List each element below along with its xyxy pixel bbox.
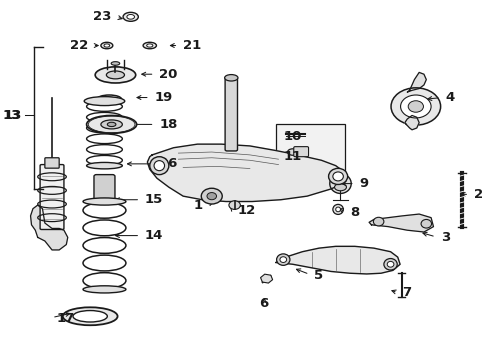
Ellipse shape xyxy=(86,123,122,133)
Ellipse shape xyxy=(84,96,124,105)
Ellipse shape xyxy=(386,261,393,267)
FancyBboxPatch shape xyxy=(40,165,64,229)
Text: 9: 9 xyxy=(359,177,368,190)
Ellipse shape xyxy=(143,42,156,49)
Text: 1: 1 xyxy=(193,199,202,212)
Text: 22: 22 xyxy=(69,39,88,52)
Polygon shape xyxy=(147,144,345,202)
Circle shape xyxy=(407,101,423,112)
Ellipse shape xyxy=(86,116,136,134)
Text: 20: 20 xyxy=(159,68,177,81)
Ellipse shape xyxy=(123,12,138,21)
Circle shape xyxy=(400,95,430,118)
Ellipse shape xyxy=(335,207,340,212)
Text: 14: 14 xyxy=(145,229,163,242)
FancyBboxPatch shape xyxy=(224,78,237,151)
Ellipse shape xyxy=(149,157,168,175)
Ellipse shape xyxy=(126,14,134,19)
Ellipse shape xyxy=(83,255,126,271)
Text: 12: 12 xyxy=(238,204,256,217)
Text: 18: 18 xyxy=(159,118,177,131)
Ellipse shape xyxy=(83,286,126,293)
Ellipse shape xyxy=(101,42,113,49)
Circle shape xyxy=(390,88,440,125)
Text: 4: 4 xyxy=(445,91,454,104)
Ellipse shape xyxy=(83,220,126,236)
Ellipse shape xyxy=(86,112,122,122)
Text: 2: 2 xyxy=(473,188,482,201)
Ellipse shape xyxy=(86,134,122,144)
Polygon shape xyxy=(276,246,399,274)
Ellipse shape xyxy=(146,44,153,47)
Ellipse shape xyxy=(103,97,115,102)
FancyBboxPatch shape xyxy=(94,175,115,200)
Ellipse shape xyxy=(111,62,120,65)
Ellipse shape xyxy=(83,273,126,288)
Ellipse shape xyxy=(287,149,298,155)
Text: 6: 6 xyxy=(259,297,268,310)
Ellipse shape xyxy=(62,307,117,325)
Text: 17: 17 xyxy=(57,311,75,325)
Ellipse shape xyxy=(420,220,431,228)
Ellipse shape xyxy=(329,174,350,193)
Ellipse shape xyxy=(83,202,126,218)
Ellipse shape xyxy=(373,217,383,226)
Ellipse shape xyxy=(101,120,122,129)
Polygon shape xyxy=(31,205,68,250)
Text: 8: 8 xyxy=(349,206,359,219)
Polygon shape xyxy=(407,72,426,92)
FancyBboxPatch shape xyxy=(276,125,345,171)
FancyBboxPatch shape xyxy=(293,147,308,157)
Ellipse shape xyxy=(106,71,124,79)
Ellipse shape xyxy=(73,311,107,322)
Text: 16: 16 xyxy=(159,157,177,170)
Text: 7: 7 xyxy=(402,287,411,300)
Text: 21: 21 xyxy=(183,39,201,52)
Ellipse shape xyxy=(332,204,343,215)
Ellipse shape xyxy=(86,145,122,154)
Circle shape xyxy=(228,201,240,210)
Ellipse shape xyxy=(104,44,109,47)
Text: 13: 13 xyxy=(3,109,22,122)
Polygon shape xyxy=(368,214,432,232)
Text: 23: 23 xyxy=(93,10,111,23)
Text: 15: 15 xyxy=(145,193,163,206)
Circle shape xyxy=(206,193,216,200)
Ellipse shape xyxy=(86,102,122,111)
Text: 10: 10 xyxy=(283,130,301,144)
Ellipse shape xyxy=(97,95,122,104)
Ellipse shape xyxy=(86,162,122,169)
Polygon shape xyxy=(404,116,418,130)
Text: 11: 11 xyxy=(283,150,301,163)
Ellipse shape xyxy=(334,184,346,191)
Circle shape xyxy=(201,188,222,204)
Text: 3: 3 xyxy=(440,231,449,244)
Ellipse shape xyxy=(328,168,347,184)
Text: 5: 5 xyxy=(314,269,323,282)
Ellipse shape xyxy=(279,257,286,262)
Ellipse shape xyxy=(107,122,116,127)
Ellipse shape xyxy=(224,75,238,81)
Ellipse shape xyxy=(95,67,136,83)
Text: 13: 13 xyxy=(2,109,21,122)
Ellipse shape xyxy=(332,172,343,181)
Ellipse shape xyxy=(383,258,396,270)
Ellipse shape xyxy=(276,254,289,265)
FancyBboxPatch shape xyxy=(45,158,59,168)
Ellipse shape xyxy=(83,238,126,253)
Ellipse shape xyxy=(83,198,126,205)
Text: 19: 19 xyxy=(154,91,172,104)
Ellipse shape xyxy=(86,156,122,165)
Ellipse shape xyxy=(154,161,164,171)
